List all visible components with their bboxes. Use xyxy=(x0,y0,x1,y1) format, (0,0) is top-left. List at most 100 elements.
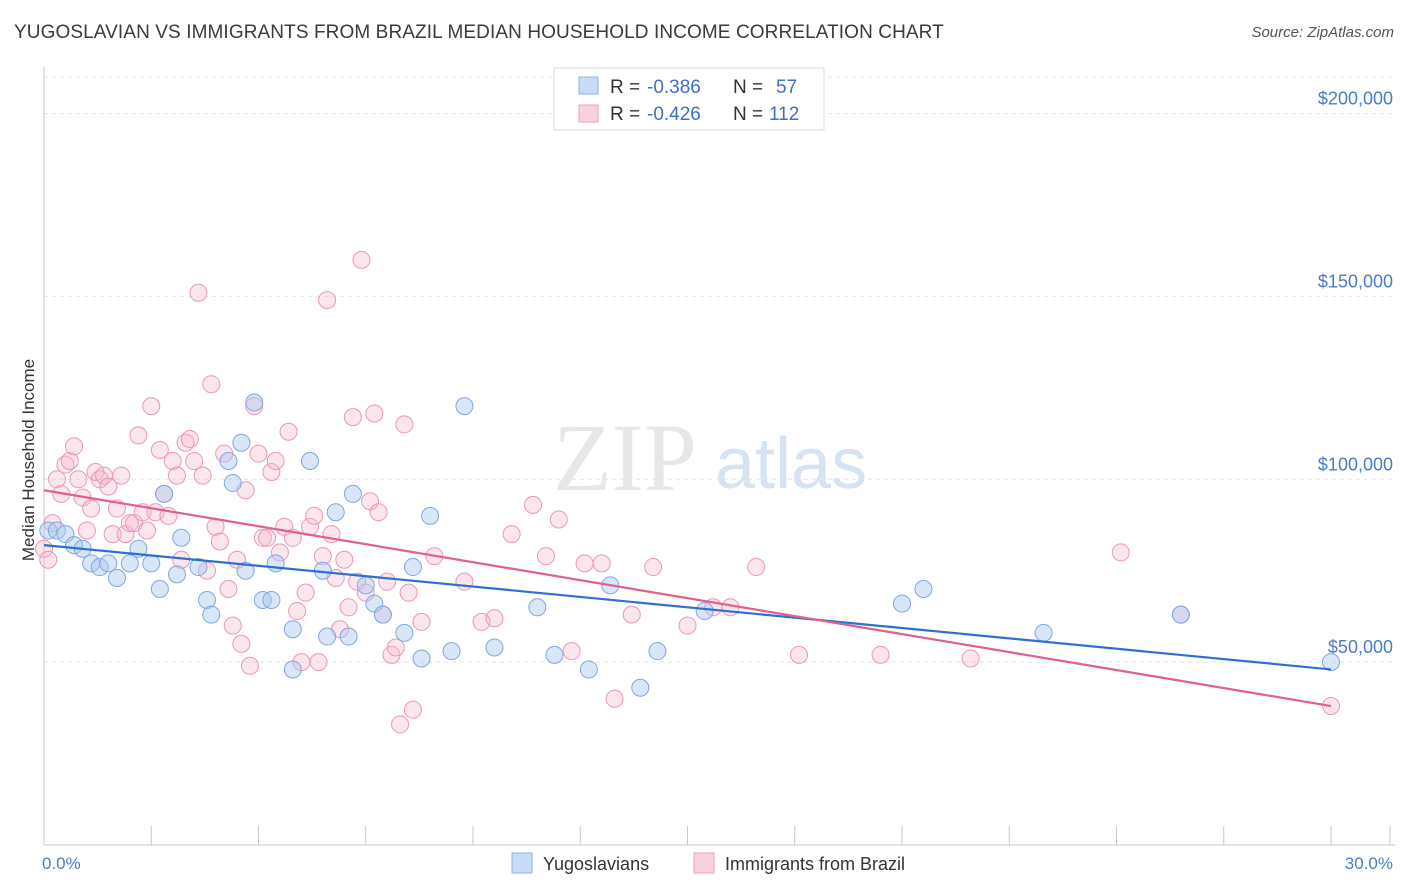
yugoslavian-point xyxy=(579,660,598,679)
yugoslavian-point xyxy=(318,627,337,646)
brazil-point xyxy=(622,605,641,624)
brazil-point xyxy=(163,452,182,470)
yugoslavian-point xyxy=(403,558,422,577)
brazil-point xyxy=(150,441,169,460)
legend-n-label: N = xyxy=(733,104,763,125)
axes: $50,000 $100,000 $150,000 $200,000 0.0% 30.0% xyxy=(42,66,1395,873)
yugoslavian-point xyxy=(528,598,547,617)
yugoslavian-point xyxy=(90,558,109,577)
yugoslavian-point xyxy=(99,554,118,573)
yugoslavian-point xyxy=(914,580,933,598)
yugoslavian-point xyxy=(455,397,474,416)
brazil-point xyxy=(502,525,521,544)
yugoslavian-point xyxy=(326,503,345,522)
yugoslavian-point xyxy=(421,506,440,525)
brazil-point xyxy=(391,715,410,734)
brazil-point xyxy=(536,547,555,566)
yugoslavian-point xyxy=(120,554,139,573)
brazil-point xyxy=(605,689,624,708)
brazil-point xyxy=(871,645,890,664)
brazil-point xyxy=(352,250,371,269)
brazil-point xyxy=(223,616,242,635)
brazil-point xyxy=(305,506,324,525)
brazil-point xyxy=(399,583,418,602)
brazil-point xyxy=(193,466,212,485)
yugoslavian-point xyxy=(236,561,255,580)
brazil-point xyxy=(524,495,543,514)
yugoslavian-point xyxy=(343,484,362,503)
brazil-point xyxy=(258,528,277,547)
x-tick-label-min: 0.0% xyxy=(42,854,81,873)
brazil-point xyxy=(99,477,118,496)
watermark-zip: ZIP xyxy=(553,404,697,511)
brazil-point xyxy=(232,634,251,653)
chart-title: YUGOSLAVIAN VS IMMIGRANTS FROM BRAZIL ME… xyxy=(14,22,944,43)
yugoslavian-point xyxy=(107,569,126,588)
brazil-point xyxy=(198,561,217,580)
yugoslavian-point xyxy=(412,649,431,668)
brazil-point xyxy=(365,404,384,423)
brazil-point xyxy=(592,554,611,573)
yugoslavian-point xyxy=(189,558,208,577)
x-tick-label-max: 30.0% xyxy=(1345,854,1393,873)
yugoslavian-point xyxy=(245,393,264,412)
yugoslavian-point xyxy=(300,452,319,470)
scatter-points xyxy=(35,250,1340,734)
brazil-point xyxy=(562,642,581,661)
legend-n-value: 57 xyxy=(776,77,797,98)
brazil-point xyxy=(120,514,139,533)
brazil-point xyxy=(279,422,298,441)
brazil-point xyxy=(39,550,58,569)
yugoslavian-point xyxy=(545,645,564,664)
brazil-point xyxy=(395,415,414,434)
brazil-point xyxy=(129,426,148,445)
legend-swatch-brazil xyxy=(578,104,599,123)
yugoslavian-point xyxy=(223,473,242,492)
brazil-point xyxy=(335,550,354,569)
source-label: Source: ZipAtlas.com xyxy=(1251,24,1394,41)
yugoslavian-point xyxy=(283,620,302,639)
yugoslavian-point xyxy=(373,605,392,624)
yugoslavian-trend-line xyxy=(43,544,1332,671)
brazil-point xyxy=(1111,543,1130,562)
brazil-point xyxy=(403,700,422,719)
brazil-point xyxy=(318,291,337,310)
legend-swatch-yugoslavians xyxy=(578,76,599,95)
legend-r-label: R = xyxy=(610,77,640,98)
brazil-point xyxy=(270,543,289,562)
yugoslavian-point xyxy=(47,521,66,540)
brazil-point xyxy=(386,638,405,657)
yugoslavian-point xyxy=(283,660,302,679)
legend-r-label: R = xyxy=(610,104,640,125)
legend-n-value: 112 xyxy=(769,104,799,125)
brazil-point xyxy=(142,397,161,416)
brazil-point xyxy=(309,653,328,672)
brazil-point xyxy=(112,466,131,485)
brazil-point xyxy=(313,547,332,566)
brazil-point xyxy=(202,375,221,394)
y-tick-label: $100,000 xyxy=(1318,454,1393,474)
correlation-legend: R = -0.386 N = 57 R = -0.426 N = 112 xyxy=(553,67,825,131)
brazil-point xyxy=(575,554,594,573)
brazil-point xyxy=(77,521,96,540)
brazil-point xyxy=(485,609,504,628)
yugoslavian-point xyxy=(395,623,414,642)
brazil-point xyxy=(549,510,568,529)
brazil-point xyxy=(185,452,204,470)
legend-swatch-brazil xyxy=(693,852,715,874)
brazil-point xyxy=(678,616,697,635)
brazil-point xyxy=(644,558,663,577)
brazil-trend-line xyxy=(43,489,1332,708)
series-legend: Yugoslavians Immigrants from Brazil xyxy=(511,852,905,874)
legend-r-value: -0.426 xyxy=(647,104,701,125)
brazil-point xyxy=(103,525,122,544)
brazil-point xyxy=(180,430,199,449)
yugoslavian-point xyxy=(150,580,169,598)
yugoslavian-point xyxy=(442,642,461,661)
brazil-point xyxy=(167,466,186,485)
brazil-point xyxy=(249,444,268,463)
yugoslavian-point xyxy=(695,601,714,620)
yugoslavian-point xyxy=(1322,653,1340,672)
legend-n-label: N = xyxy=(733,77,763,98)
